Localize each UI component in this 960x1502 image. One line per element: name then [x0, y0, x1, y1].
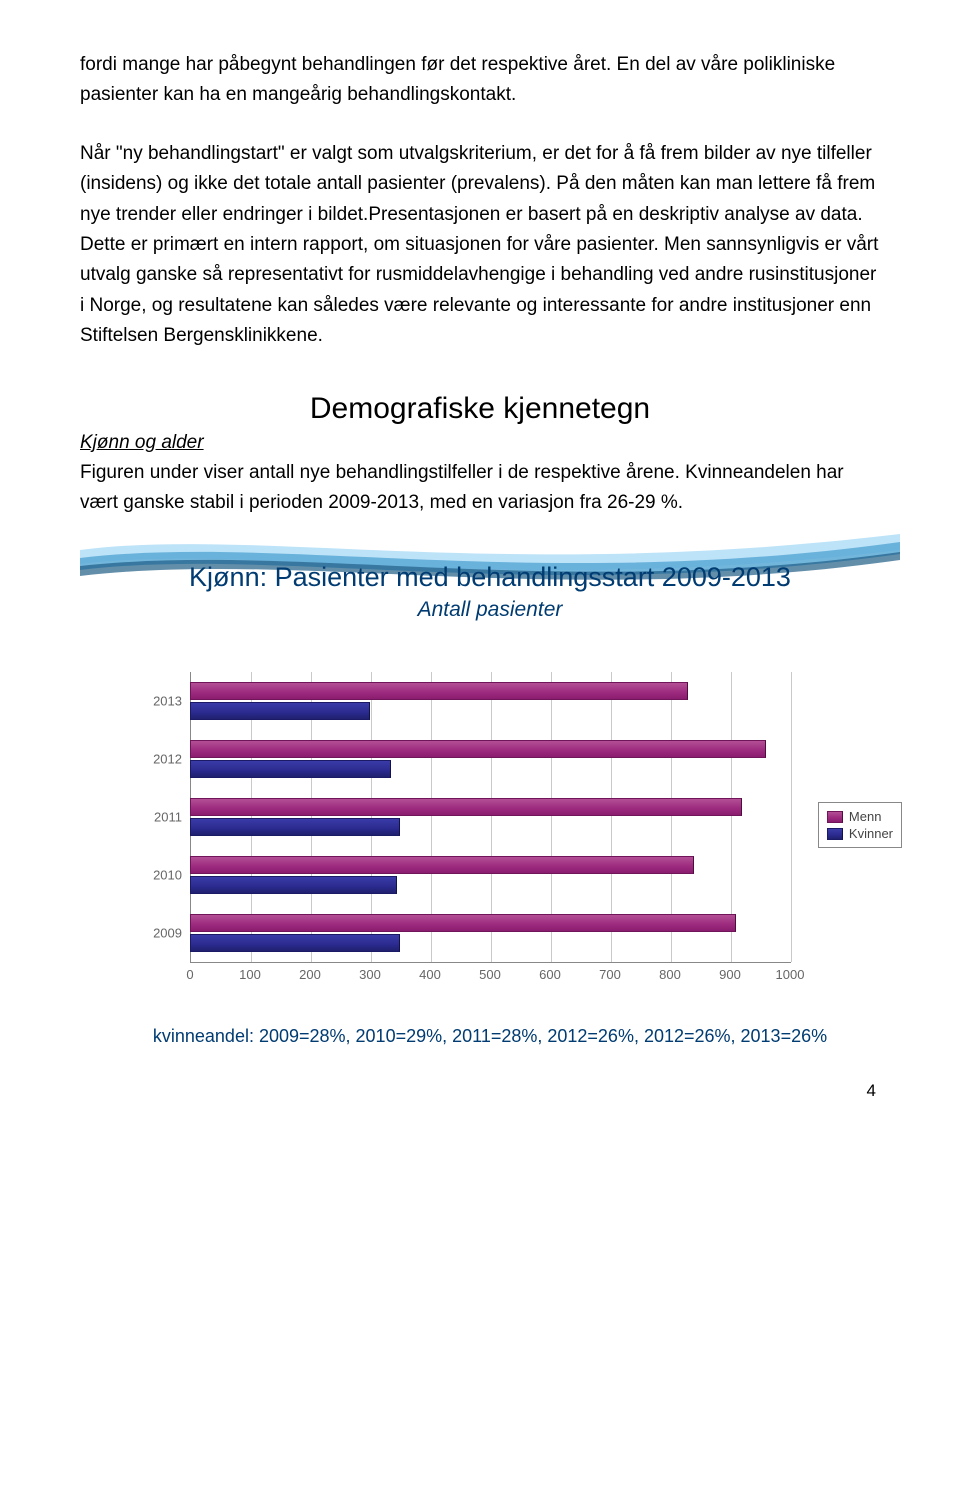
legend-swatch-kvinner: [827, 828, 843, 840]
x-tick: 700: [590, 967, 630, 982]
legend-label-kvinner: Kvinner: [849, 826, 893, 841]
section-heading: Demografiske kjennetegn: [80, 392, 880, 426]
page: fordi mange har påbegynt behandlingen fø…: [0, 0, 960, 1131]
legend-item-menn: Menn: [827, 809, 893, 824]
x-tick: 100: [230, 967, 270, 982]
bar-menn: [190, 856, 694, 874]
x-tick: 300: [350, 967, 390, 982]
slide-title: Kjønn: Pasienter med behandlingsstart 20…: [80, 562, 900, 593]
y-label: 2013: [130, 694, 182, 709]
y-label: 2010: [130, 868, 182, 883]
bar-kvinner: [190, 702, 370, 720]
slide-footnote: kvinneandel: 2009=28%, 2010=29%, 2011=28…: [80, 1026, 900, 1047]
gridline: [791, 672, 792, 962]
paragraph-1: fordi mange har påbegynt behandlingen fø…: [80, 50, 880, 111]
paragraph-3: Figuren under viser antall nye behandlin…: [80, 458, 880, 519]
wave-icon: [80, 532, 900, 662]
sub-heading-kjonn-alder: Kjønn og alder: [80, 432, 880, 454]
x-tick: 1000: [770, 967, 810, 982]
y-label: 2009: [130, 926, 182, 941]
x-tick: 400: [410, 967, 450, 982]
y-label: 2011: [130, 810, 182, 825]
legend-label-menn: Menn: [849, 809, 882, 824]
bar-menn: [190, 740, 766, 758]
x-tick: 900: [710, 967, 750, 982]
bar-menn: [190, 682, 688, 700]
paragraph-2: Når "ny behandlingstart" er valgt som ut…: [80, 139, 880, 352]
bar-chart: Menn Kvinner 010020030040050060070080090…: [130, 672, 850, 1002]
bar-kvinner: [190, 934, 400, 952]
bar-kvinner: [190, 760, 391, 778]
x-tick: 200: [290, 967, 330, 982]
x-tick: 600: [530, 967, 570, 982]
bar-kvinner: [190, 876, 397, 894]
slide-header: Kjønn: Pasienter med behandlingsstart 20…: [80, 532, 900, 662]
bar-menn: [190, 798, 742, 816]
y-label: 2012: [130, 752, 182, 767]
x-tick: 800: [650, 967, 690, 982]
x-tick: 0: [170, 967, 210, 982]
x-tick: 500: [470, 967, 510, 982]
legend-item-kvinner: Kvinner: [827, 826, 893, 841]
slide-subtitle: Antall pasienter: [80, 598, 900, 622]
bar-menn: [190, 914, 736, 932]
page-number: 4: [80, 1081, 880, 1101]
bar-kvinner: [190, 818, 400, 836]
chart-slide: Kjønn: Pasienter med behandlingsstart 20…: [80, 532, 900, 1047]
legend-swatch-menn: [827, 811, 843, 823]
legend: Menn Kvinner: [818, 802, 902, 848]
